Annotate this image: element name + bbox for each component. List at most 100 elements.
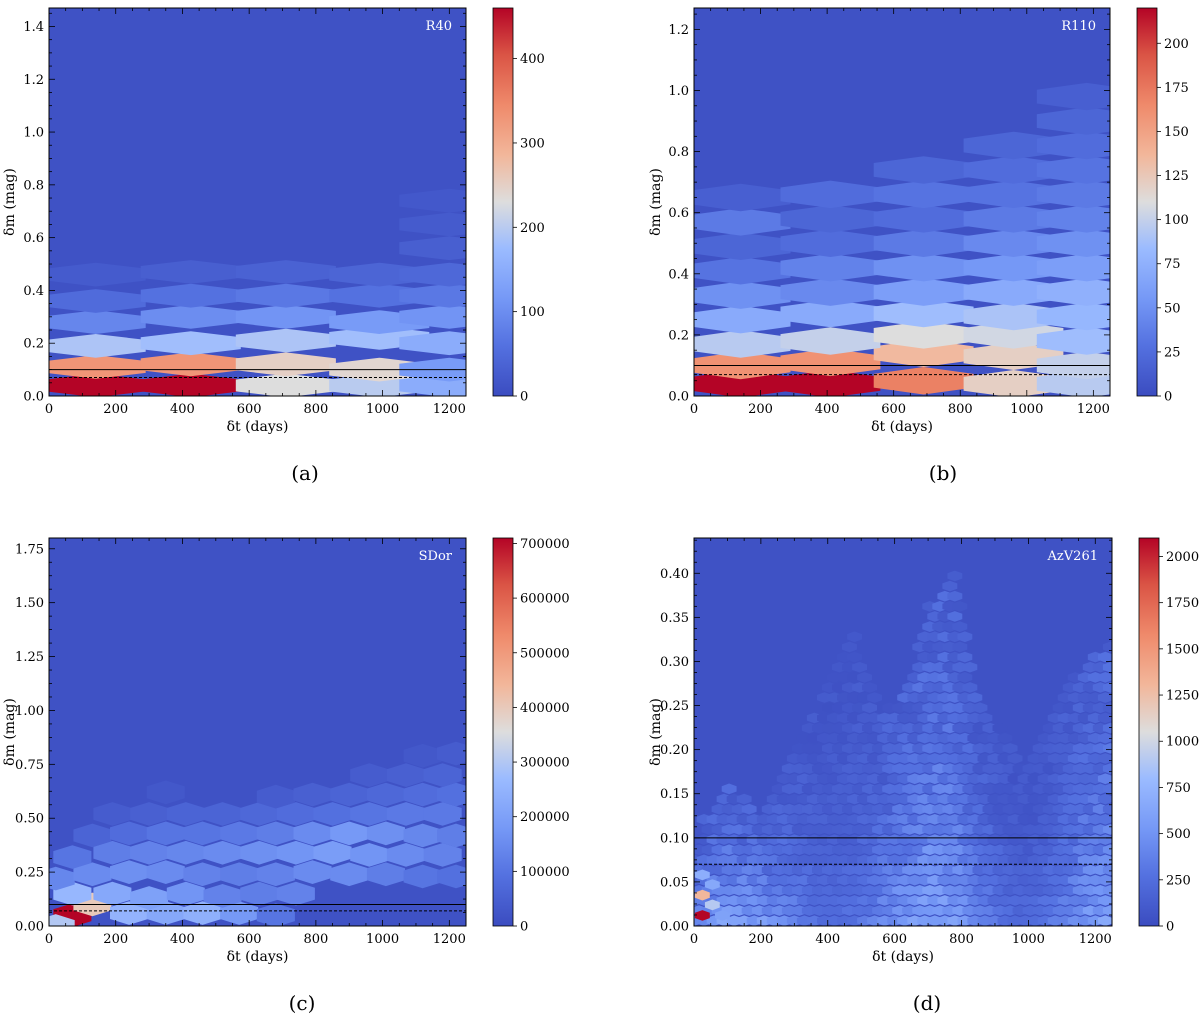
colorbar-tick-label: 250 <box>1166 873 1191 888</box>
hex-cell <box>1036 82 1110 111</box>
hex-cell <box>49 373 146 396</box>
hex-cell <box>942 580 958 592</box>
hex-cell <box>957 631 973 643</box>
colorbar-tick-label: 200 <box>1164 37 1189 52</box>
hex-cell <box>130 840 169 865</box>
hex-cell <box>1097 651 1112 663</box>
hex-cell <box>183 862 222 887</box>
hex-cell <box>166 881 205 906</box>
hex-cell <box>780 299 881 328</box>
star-name-label: R40 <box>426 19 452 34</box>
hex-cell <box>399 236 466 261</box>
hex-cell <box>1036 156 1110 184</box>
hex-cell <box>73 862 112 887</box>
hex-cell <box>694 257 791 285</box>
y-axis-label: δm (mag) <box>648 698 664 766</box>
colorbar-tick-label: 0 <box>1164 390 1172 405</box>
hex-cell <box>330 821 369 846</box>
hex-cell <box>1097 732 1112 744</box>
y-tick-label: 0.25 <box>660 699 689 714</box>
hex-cell <box>1102 803 1112 815</box>
star-name-label: AzV261 <box>1047 549 1098 564</box>
hex-cell <box>403 864 442 889</box>
colorbar-tick-label: 200 <box>520 221 545 236</box>
y-tick-label: 0.0 <box>23 390 44 405</box>
y-tick-label: 0.75 <box>15 758 44 773</box>
x-tick-label: 600 <box>237 932 262 947</box>
hex-cell <box>53 845 92 869</box>
panel-letter: (c) <box>289 991 316 1015</box>
colorbar-frame <box>1138 537 1160 927</box>
hex-cell <box>93 840 132 865</box>
colorbar: 0 25 50 75 100 125 150 175 200 <box>1136 7 1189 405</box>
hex-cell <box>146 821 185 846</box>
hex-cell <box>1102 844 1112 856</box>
hex-cell-hot <box>694 869 710 881</box>
hex-cell <box>146 860 185 884</box>
y-tick-label: 1.2 <box>668 23 689 38</box>
hex-cell <box>235 352 336 377</box>
panel-letter: (a) <box>291 461 319 485</box>
hex-cell <box>437 823 466 848</box>
hex-cell <box>873 321 974 349</box>
hex-cell <box>1007 753 1023 764</box>
hex-cell <box>276 802 315 826</box>
panel-a: 0 200 400 600 800 1000 12000.00.20.40.60.81.01… <box>2 7 545 485</box>
hex-cell <box>140 304 241 329</box>
hex-cell <box>1102 905 1112 916</box>
hex-cell <box>1097 854 1112 866</box>
hex-cell <box>220 862 259 887</box>
hex-cell <box>276 840 315 865</box>
hex-cell <box>967 692 983 703</box>
colorbar: 0 100 200 300 400 <box>492 7 545 405</box>
hex-cell <box>873 367 974 395</box>
x-tick-label: 800 <box>948 402 973 417</box>
hex-cell <box>1102 702 1112 714</box>
hex-cell <box>366 782 405 807</box>
hex-cell <box>399 283 466 308</box>
hex-cell <box>330 782 369 807</box>
hex-cell <box>240 881 279 906</box>
hex-cell <box>256 862 295 887</box>
colorbar-tick-label: 125 <box>1164 169 1189 184</box>
hex-cell <box>366 821 405 846</box>
y-tick-label: 0.30 <box>660 655 689 670</box>
y-tick-label: 0.40 <box>660 567 689 582</box>
hex-cell <box>694 208 791 236</box>
hex-cell <box>235 373 336 396</box>
x-tick-label: 200 <box>748 402 773 417</box>
x-tick-label: 0 <box>45 932 53 947</box>
hex-cell <box>183 821 222 846</box>
colorbar-tick-label: 1000 <box>1166 735 1199 750</box>
hex-cell <box>997 732 1013 744</box>
hex-cell <box>93 802 132 826</box>
star-name-label: SDor <box>419 549 453 564</box>
hex-cell <box>780 253 881 282</box>
hex-cell <box>140 373 241 396</box>
colorbar-tick-label: 400000 <box>520 701 570 716</box>
hex-cell <box>403 743 442 768</box>
hex-cell <box>780 180 881 209</box>
hex-cell <box>962 661 978 673</box>
colorbar-gradient <box>493 538 513 926</box>
hex-cell <box>350 763 389 787</box>
hex-cell <box>313 802 352 826</box>
y-tick-label: 0.05 <box>660 875 689 890</box>
hex-cell <box>130 886 169 910</box>
hex-cell <box>437 741 466 766</box>
hex-cell <box>130 802 169 826</box>
x-tick-label: 1000 <box>366 402 399 417</box>
x-tick-label: 600 <box>881 402 906 417</box>
y-tick-label: 0.00 <box>660 920 689 935</box>
hex-cell <box>736 793 752 805</box>
colorbar-tick-label: 500 <box>1166 827 1191 842</box>
hex-cell <box>1097 753 1112 764</box>
hex-cell <box>1097 712 1112 724</box>
hex-cell <box>867 692 882 703</box>
hex-cell <box>1097 672 1112 683</box>
colorbar-tick-label: 175 <box>1164 81 1189 96</box>
star-name-label: R110 <box>1061 19 1096 34</box>
hex-cell <box>780 229 881 257</box>
hex-cell <box>1102 743 1112 754</box>
hex-cell <box>49 866 75 891</box>
